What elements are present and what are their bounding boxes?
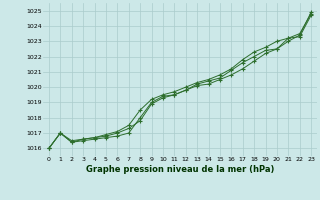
X-axis label: Graphe pression niveau de la mer (hPa): Graphe pression niveau de la mer (hPa) bbox=[86, 165, 274, 174]
